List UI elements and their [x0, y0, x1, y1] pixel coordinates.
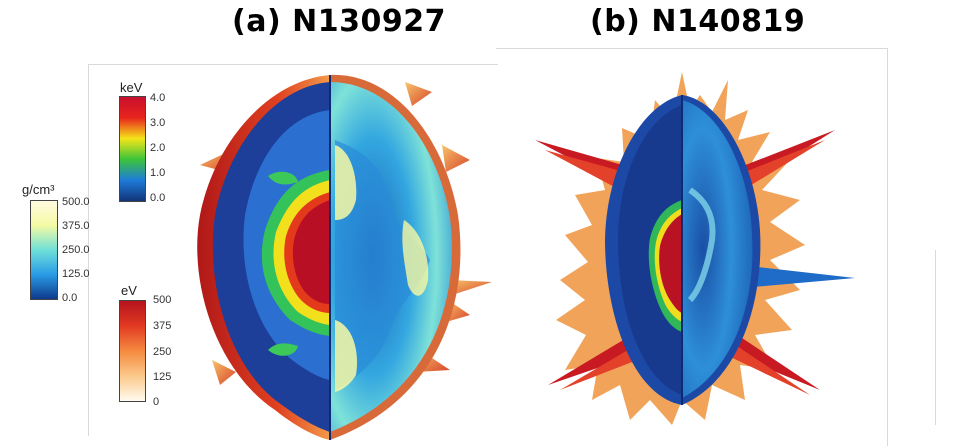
perturbation-spike	[405, 82, 432, 106]
radiation-colorbar	[119, 300, 146, 402]
jet	[722, 330, 820, 390]
density-colorbar-unit: g/cm³	[22, 182, 55, 197]
perturbation-spike	[442, 145, 470, 172]
frame-line	[496, 48, 888, 49]
panel-b-title: (b) N140819	[590, 4, 806, 39]
perturbation-spike	[450, 280, 492, 295]
radiation-tick: 250	[153, 346, 172, 358]
temperature-tick: 3.0	[150, 117, 166, 129]
temperature-tick: 4.0	[150, 92, 166, 104]
density-tick: 0.0	[62, 292, 78, 304]
frame-line	[88, 64, 498, 65]
jet	[740, 265, 855, 288]
density-colorbar	[30, 200, 58, 300]
panel-a-image	[197, 74, 492, 440]
radiation-tick: 0	[153, 396, 160, 408]
temperature-colorbar	[119, 96, 146, 202]
radiation-tick: 500	[153, 294, 172, 306]
frame-line	[935, 250, 936, 425]
panel-b-image	[535, 72, 855, 425]
perturbation-spike	[212, 360, 236, 385]
temperature-tick: 2.0	[150, 142, 166, 154]
temperature-tick: 1.0	[150, 167, 166, 179]
radiation-tick: 375	[153, 320, 172, 332]
density-tick: 500.0	[62, 196, 90, 208]
radiation-colorbar-unit: eV	[121, 283, 137, 298]
temperature-colorbar-unit: keV	[120, 80, 143, 95]
panel-a-title: (a) N130927	[232, 4, 446, 39]
temperature-tick: 0.0	[150, 192, 166, 204]
frame-line	[88, 64, 89, 436]
density-tick: 375.0	[62, 220, 90, 232]
radiation-tick: 125	[153, 371, 172, 383]
density-tick: 125.0	[62, 268, 90, 280]
frame-line	[887, 48, 888, 446]
density-tick: 250.0	[62, 244, 90, 256]
